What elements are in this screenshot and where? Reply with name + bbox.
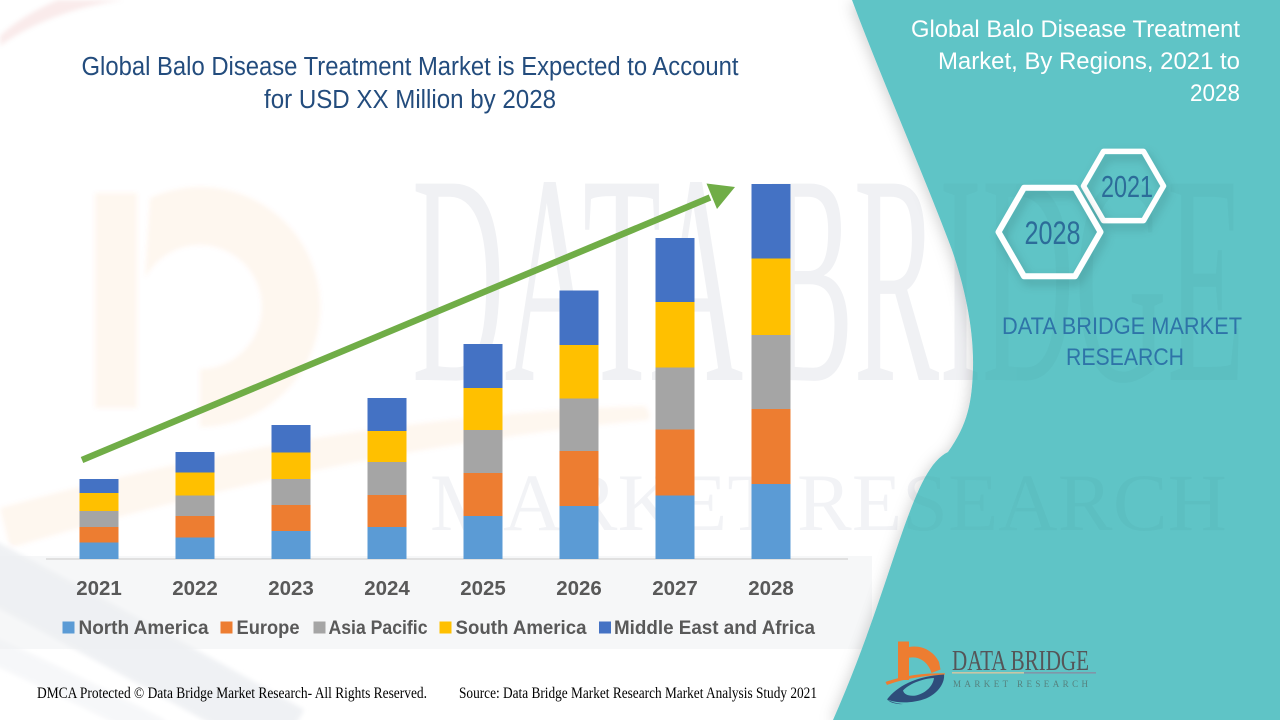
svg-text:South America: South America — [456, 617, 587, 639]
svg-text:RESEARCH: RESEARCH — [1066, 344, 1184, 371]
svg-text:2027: 2027 — [652, 577, 698, 600]
svg-text:2028: 2028 — [1025, 215, 1081, 251]
svg-text:2026: 2026 — [556, 577, 602, 600]
svg-text:Middle East and Africa: Middle East and Africa — [614, 617, 815, 639]
svg-text:2021: 2021 — [1101, 169, 1153, 204]
svg-text:2024: 2024 — [364, 577, 410, 600]
svg-text:2028: 2028 — [748, 577, 794, 600]
svg-text:Global Balo Disease Treatment: Global Balo Disease Treatment — [911, 16, 1240, 43]
svg-text:DMCA Protected © Data Bridge M: DMCA Protected © Data Bridge Market Rese… — [37, 685, 427, 702]
svg-text:North America: North America — [79, 617, 209, 639]
svg-text:2022: 2022 — [172, 577, 218, 600]
svg-text:Europe: Europe — [237, 617, 300, 639]
svg-text:DATA BRIDGE MARKET: DATA BRIDGE MARKET — [1002, 313, 1242, 340]
svg-text:2023: 2023 — [268, 577, 314, 600]
svg-text:DATA BRIDGE: DATA BRIDGE — [952, 645, 1089, 677]
svg-text:Asia Pacific: Asia Pacific — [329, 617, 428, 639]
svg-text:2025: 2025 — [460, 577, 506, 600]
svg-text:Market, By Regions, 2021 to: Market, By Regions, 2021 to — [938, 48, 1240, 75]
svg-text:MARKET RESEARCH: MARKET RESEARCH — [953, 679, 1092, 689]
svg-text:Global Balo Disease Treatment: Global Balo Disease Treatment Market is … — [82, 53, 739, 81]
svg-text:2028: 2028 — [1190, 80, 1240, 107]
svg-text:for USD XX Million by 2028: for USD XX Million by 2028 — [264, 86, 556, 114]
svg-text:Source: Data Bridge Market Res: Source: Data Bridge Market Research Mark… — [459, 685, 817, 702]
svg-text:2021: 2021 — [76, 577, 122, 600]
